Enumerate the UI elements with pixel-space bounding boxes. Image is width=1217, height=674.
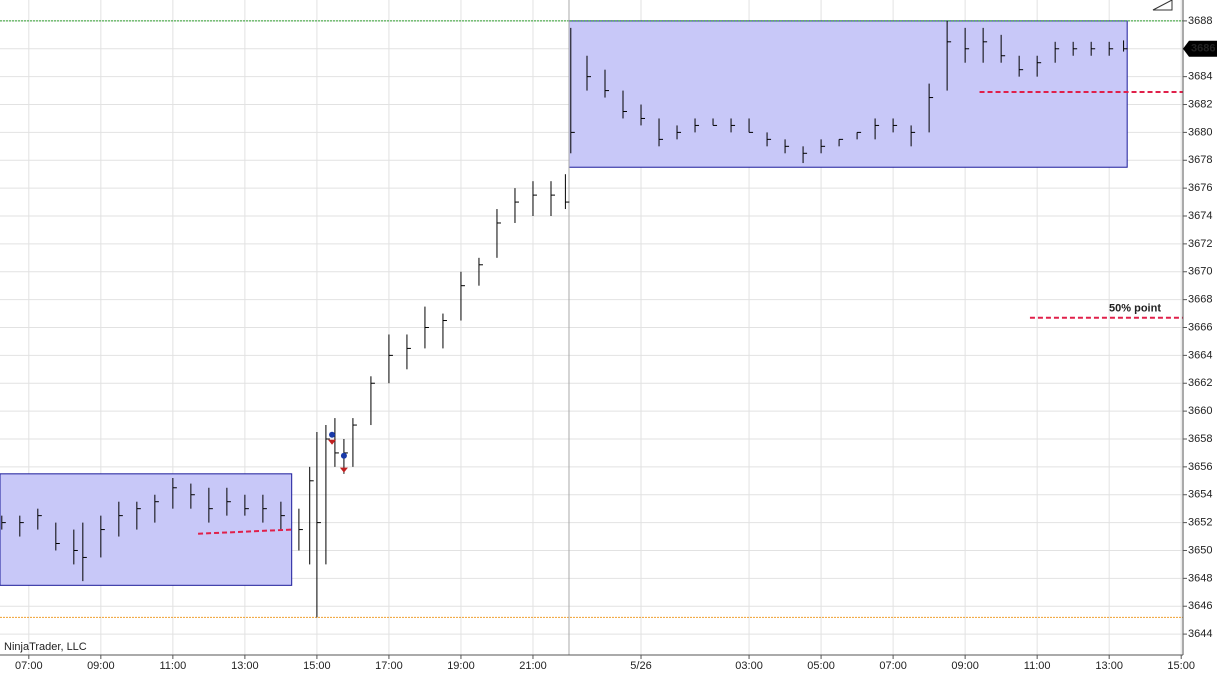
x-tick-label: 07:00 [15,660,43,672]
x-tick-label: 15:00 [1167,660,1195,672]
y-tick-label: 3654 [1188,489,1212,501]
y-tick-label: 3670 [1188,266,1212,278]
watermark: NinjaTrader, LLC [4,641,87,653]
x-tick-label: 15:00 [303,660,331,672]
y-tick-label: 3676 [1188,182,1212,194]
y-tick-label: 3688 [1188,15,1212,27]
last-price-label: 3686 [1191,43,1215,55]
y-tick-label: 3684 [1188,71,1212,83]
y-tick-label: 3656 [1188,461,1212,473]
corner-icon [1152,0,1173,11]
y-tick-label: 3678 [1188,154,1212,166]
y-tick-label: 3650 [1188,544,1212,556]
x-tick-label: 03:00 [735,660,763,672]
x-tick-label: 09:00 [87,660,115,672]
x-tick-label: 13:00 [231,660,259,672]
trade-marker [329,431,336,438]
y-tick-label: 3646 [1188,600,1212,612]
y-tick-label: 3652 [1188,517,1212,529]
range-box [0,473,293,586]
x-tick-label: 07:00 [879,660,907,672]
last-price-box [1183,40,1217,57]
y-tick-label: 3666 [1188,321,1212,333]
trade-marker [328,439,337,445]
y-tick-label: 3668 [1188,294,1212,306]
y-tick-label: 3660 [1188,405,1212,417]
line-label: 50% point [1109,303,1161,315]
range-box [568,20,1128,168]
x-tick-label: 19:00 [447,660,475,672]
y-tick-label: 3662 [1188,377,1212,389]
y-tick-label: 3682 [1188,98,1212,110]
x-tick-label: 17:00 [375,660,403,672]
x-tick-label: 09:00 [951,660,979,672]
trade-marker [340,452,347,459]
x-tick-label: 11:00 [1024,660,1051,672]
y-tick-label: 3644 [1188,628,1212,640]
x-tick-label: 05:00 [807,660,835,672]
y-tick-label: 3672 [1188,238,1212,250]
y-tick-label: 3648 [1188,572,1212,584]
x-tick-label: 21:00 [519,660,547,672]
y-tick-label: 3664 [1188,349,1212,361]
trade-marker [339,467,348,473]
y-tick-label: 3658 [1188,433,1212,445]
y-tick-label: 3674 [1188,210,1212,222]
x-tick-label: 11:00 [159,660,186,672]
x-tick-label: 13:00 [1095,660,1123,672]
x-tick-label: 5/26 [630,660,651,672]
y-tick-label: 3680 [1188,126,1212,138]
